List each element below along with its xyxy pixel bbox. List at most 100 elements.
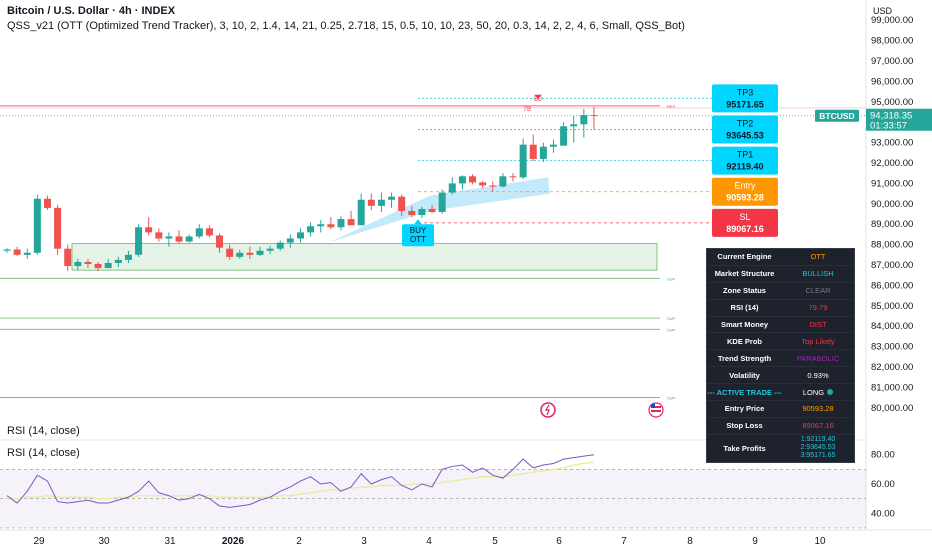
support-label: SUP bbox=[667, 327, 676, 332]
price-tick-label: 92,000.00 bbox=[871, 158, 913, 169]
panel-value: BULLISH bbox=[802, 269, 834, 279]
candle-body bbox=[266, 248, 274, 251]
time-tick-label: 7 bbox=[621, 536, 627, 547]
candle-body bbox=[519, 144, 527, 178]
candle-body bbox=[398, 196, 406, 211]
symbol-tag bbox=[815, 109, 859, 122]
price-tick-label: 81,000.00 bbox=[871, 382, 913, 393]
panel-value: 90593.28 bbox=[802, 404, 834, 414]
time-tick-label: 29 bbox=[33, 536, 45, 547]
candle-body bbox=[205, 228, 213, 236]
level-value-tp1: 92119.40 bbox=[726, 162, 763, 172]
demand-zone bbox=[71, 243, 658, 271]
panel-key: Zone Status bbox=[723, 286, 766, 296]
support-label: SUP bbox=[667, 276, 676, 281]
level-name-entry: Entry bbox=[734, 181, 756, 191]
flag-stripe bbox=[651, 406, 661, 408]
price-tick-label: 84,000.00 bbox=[871, 321, 913, 332]
panel-value: DIST bbox=[809, 320, 827, 329]
price-tick-label: 91,000.00 bbox=[871, 178, 913, 189]
rsi-legend[interactable]: RSI (14, close) bbox=[7, 425, 80, 437]
panel-key: Current Engine bbox=[717, 252, 772, 262]
candle-body bbox=[408, 210, 416, 216]
candle-body bbox=[3, 249, 11, 251]
last-price-value: 94,318.35 bbox=[870, 111, 912, 122]
time-tick-label: 5 bbox=[492, 536, 498, 547]
panel-value: LONG bbox=[782, 388, 854, 397]
time-tick-label: 2 bbox=[296, 536, 302, 547]
candle-body bbox=[135, 227, 143, 255]
candle-body bbox=[418, 208, 426, 216]
candle-body bbox=[195, 228, 203, 237]
candle-body bbox=[388, 196, 396, 200]
rsi-pane-label[interactable]: RSI (14, close) bbox=[7, 447, 80, 459]
symbol-tag-text: BTCUSD bbox=[819, 111, 854, 121]
panel-row: Entry Price 90593.28 bbox=[707, 401, 854, 418]
lightning-icon bbox=[544, 404, 550, 416]
candle-body bbox=[216, 235, 224, 248]
candle-body bbox=[570, 124, 578, 127]
candle-body bbox=[94, 263, 102, 269]
support-label: SUP bbox=[667, 316, 676, 321]
flag-stripe bbox=[651, 410, 661, 412]
buy-signal-line2: OTT bbox=[410, 235, 426, 244]
candle-body bbox=[357, 199, 365, 226]
candle-body bbox=[104, 262, 112, 269]
support-label: SUP bbox=[667, 396, 676, 401]
panel-value: 0.93% bbox=[807, 370, 829, 380]
time-tick-label: 2026 bbox=[222, 536, 245, 547]
panel-key: RSI (14) bbox=[730, 303, 759, 313]
currency-label[interactable]: USD bbox=[873, 6, 893, 16]
level-box-sl bbox=[712, 208, 778, 237]
candle-body bbox=[317, 224, 325, 227]
candle-body bbox=[489, 185, 497, 187]
panel-key: Stop Loss bbox=[726, 421, 763, 431]
level-value-tp3: 95171.65 bbox=[726, 99, 764, 109]
candle-body bbox=[479, 182, 487, 186]
candle-body bbox=[145, 227, 153, 233]
status-dot-icon bbox=[827, 388, 834, 395]
time-tick-label: 31 bbox=[164, 536, 176, 547]
panel-row: KDE Prob Top Likely bbox=[707, 333, 854, 351]
candle-body bbox=[246, 252, 254, 255]
candle-body bbox=[124, 254, 132, 260]
rsi-mark-80: 80 bbox=[534, 96, 542, 103]
level-box-tp1 bbox=[712, 146, 778, 175]
indicator-label[interactable]: QSS_v21 (OTT (Optimized Trend Tracker), … bbox=[7, 20, 685, 32]
panel-row: Volatility 0.93% bbox=[707, 367, 854, 385]
price-tick-label: 86,000.00 bbox=[871, 280, 913, 291]
level-value-sl: 89067.16 bbox=[726, 224, 764, 234]
price-tick-label: 99,000.00 bbox=[871, 15, 913, 26]
panel-key: Market Structure bbox=[714, 269, 775, 279]
candle-body bbox=[236, 252, 244, 257]
panel-value: 79.79 bbox=[808, 303, 828, 313]
candle-body bbox=[560, 126, 568, 146]
candle-body bbox=[23, 252, 31, 255]
candle-body bbox=[347, 219, 355, 226]
buy-signal-box bbox=[402, 224, 434, 247]
price-tick-label: 96,000.00 bbox=[871, 76, 913, 87]
candle-body bbox=[296, 232, 304, 239]
candle-body bbox=[580, 115, 588, 125]
panel-key: Entry Price bbox=[724, 404, 765, 414]
panel-key: Take Profits bbox=[723, 443, 766, 453]
candle-body bbox=[155, 232, 163, 239]
candle-body bbox=[438, 192, 446, 212]
candle-body bbox=[499, 176, 507, 187]
candle-body bbox=[64, 248, 72, 267]
time-tick-label: 3 bbox=[361, 536, 367, 547]
price-tick-label: 87,000.00 bbox=[871, 260, 913, 271]
ott-cloud bbox=[330, 177, 550, 242]
level-name-tp3: TP3 bbox=[737, 87, 754, 97]
panel-row-take-profits: Take Profits 1:92119.40 2:93645.53 3:95171.… bbox=[707, 435, 854, 462]
panel-row: RSI (14) 79.79 bbox=[707, 300, 854, 317]
candle-body bbox=[43, 198, 51, 208]
rsi-tick-label: 80.00 bbox=[871, 450, 895, 461]
level-box-tp2 bbox=[712, 115, 778, 144]
panel-value: Top Likely bbox=[801, 336, 835, 346]
candle-body bbox=[286, 238, 294, 243]
triangle-down-icon bbox=[534, 94, 542, 99]
chart-title: Bitcoin / U.S. Dollar · 4h · INDEX bbox=[7, 5, 176, 17]
time-tick-label: 9 bbox=[752, 536, 758, 547]
